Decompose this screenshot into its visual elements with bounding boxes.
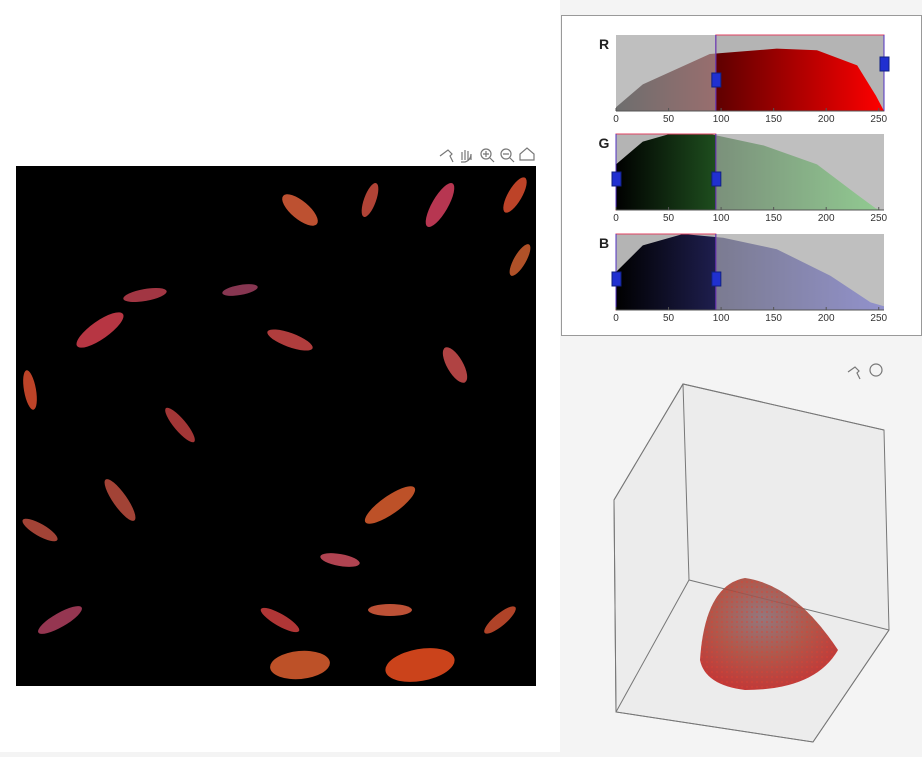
unselected-range	[716, 134, 884, 210]
histogram: B 0 50 100 150 200 250	[599, 234, 888, 324]
threshold-handle[interactable]	[712, 272, 721, 286]
channel-label: B	[599, 235, 609, 251]
tick-label: 250	[870, 114, 887, 125]
tick-label: 150	[765, 213, 782, 224]
channel-label: G	[599, 135, 610, 151]
histogram: R 0 50 100 150 200 250	[599, 35, 889, 125]
channel-label: R	[599, 36, 609, 52]
app: R050100150200250G050100150200250B0501001…	[0, 0, 922, 752]
tick-label: 50	[663, 114, 675, 125]
tick-label: 150	[765, 114, 782, 125]
color-thresholder: R050100150200250G050100150200250B0501001…	[0, 0, 922, 752]
tick-label: 200	[818, 213, 835, 224]
tick-label: 200	[818, 313, 835, 324]
threshold-handle[interactable]	[712, 73, 721, 87]
histogram: G 0 50 100 150 200 250	[599, 134, 888, 224]
tick-label: 50	[663, 213, 675, 224]
threshold-handle[interactable]	[880, 57, 889, 71]
unselected-range	[716, 234, 884, 310]
unselected-range	[616, 35, 716, 111]
tick-label: 0	[613, 213, 619, 224]
tick-label: 50	[663, 313, 675, 324]
tick-label: 100	[713, 313, 730, 324]
tick-label: 100	[713, 213, 730, 224]
threshold-handle[interactable]	[612, 172, 621, 186]
tick-label: 200	[818, 114, 835, 125]
point-cloud-toolbar	[848, 364, 882, 379]
color-space-plot	[614, 384, 889, 742]
tick-label: 150	[765, 313, 782, 324]
rotate-icon[interactable]	[870, 364, 882, 376]
tick-label: 100	[713, 114, 730, 125]
restore-view-icon[interactable]	[848, 367, 860, 379]
tick-label: 250	[870, 213, 887, 224]
threshold-handle[interactable]	[712, 172, 721, 186]
thresholded-image	[16, 166, 536, 687]
tick-label: 0	[613, 114, 619, 125]
threshold-handle[interactable]	[612, 272, 621, 286]
tick-label: 250	[870, 313, 887, 324]
tick-label: 0	[613, 313, 619, 324]
